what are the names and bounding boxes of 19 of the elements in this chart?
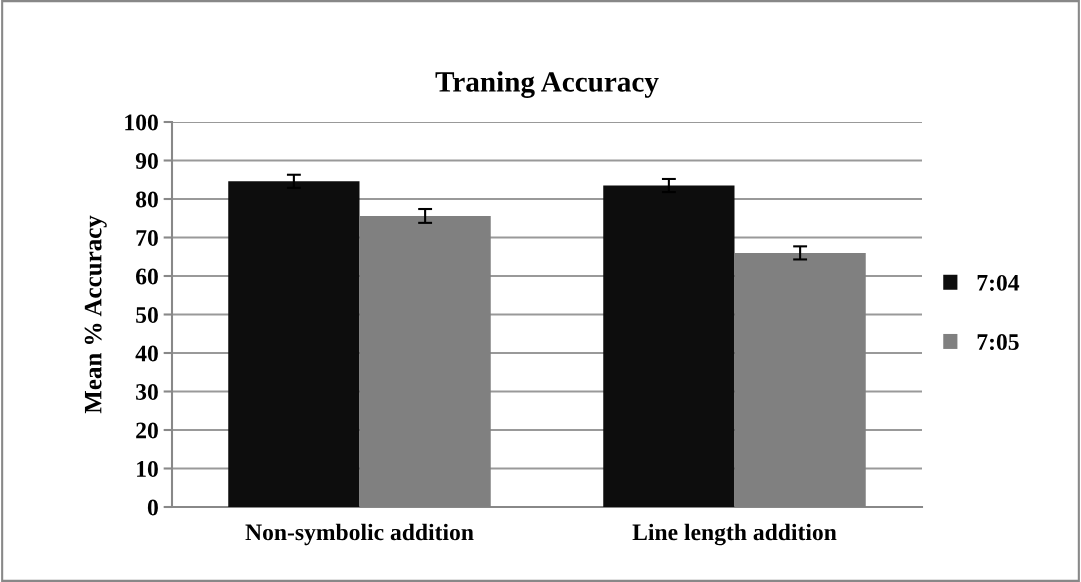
- y-tick-label: 70: [136, 229, 158, 246]
- bar: [228, 181, 360, 507]
- x-tick-label: Non-symbolic addition: [245, 523, 474, 546]
- y-tick-label: 20: [136, 422, 158, 439]
- legend-label: 7:04: [977, 274, 1020, 291]
- chart-title: Traning Accuracy: [435, 71, 659, 98]
- x-tick-label: Line length addition: [632, 523, 837, 546]
- y-tick-label: 60: [136, 268, 158, 285]
- y-tick-label: 40: [135, 345, 158, 362]
- y-axis-title: Mean % Accuracy: [84, 215, 107, 414]
- y-tick-label: 10: [137, 460, 158, 477]
- bar: [603, 185, 735, 507]
- y-tick-label: 50: [136, 306, 158, 323]
- y-tick-label: 30: [136, 383, 158, 400]
- legend-label: 7:05: [977, 334, 1019, 351]
- y-tick-label: 100: [125, 114, 158, 131]
- y-tick-label: 80: [135, 191, 158, 208]
- y-tick-label: 90: [135, 152, 158, 169]
- y-tick-label: 0: [147, 499, 158, 516]
